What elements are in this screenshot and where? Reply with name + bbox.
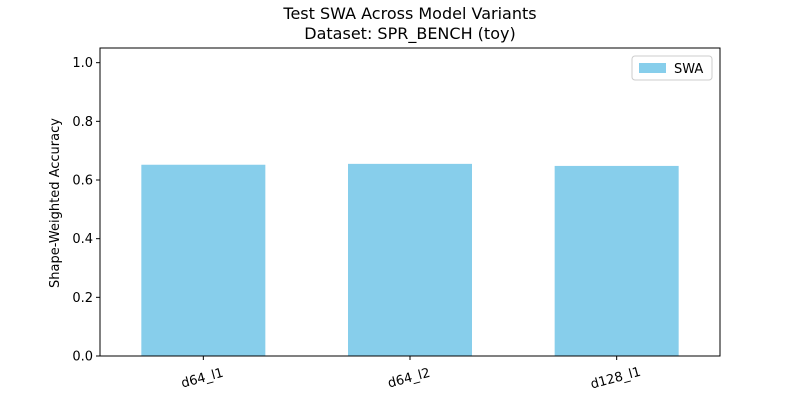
- chart-title: Test SWA Across Model Variants: [282, 4, 536, 23]
- y-axis-label: Shape-Weighted Accuracy: [48, 118, 63, 288]
- x-tick-label: d64_l1: [180, 366, 226, 392]
- x-tick-label: d64_l2: [386, 366, 432, 392]
- y-tick-label: 1.0: [72, 56, 93, 71]
- y-tick-label: 0.4: [72, 232, 93, 247]
- y-tick-label: 0.0: [72, 350, 93, 365]
- y-tick-label: 0.8: [72, 115, 93, 130]
- legend-swatch: [639, 63, 666, 73]
- x-tick-label: d128_l1: [589, 365, 643, 393]
- legend-box: [631, 55, 713, 81]
- y-tick-label: 0.2: [72, 291, 93, 306]
- bar-d64_l2: [348, 163, 472, 356]
- bar-d64_l1: [141, 164, 266, 356]
- bar-d128_l1: [554, 165, 679, 356]
- y-tick-label: 0.6: [72, 174, 93, 189]
- chart-subtitle: Dataset: SPR_BENCH (toy): [304, 24, 515, 44]
- legend-label: SWA: [674, 62, 703, 77]
